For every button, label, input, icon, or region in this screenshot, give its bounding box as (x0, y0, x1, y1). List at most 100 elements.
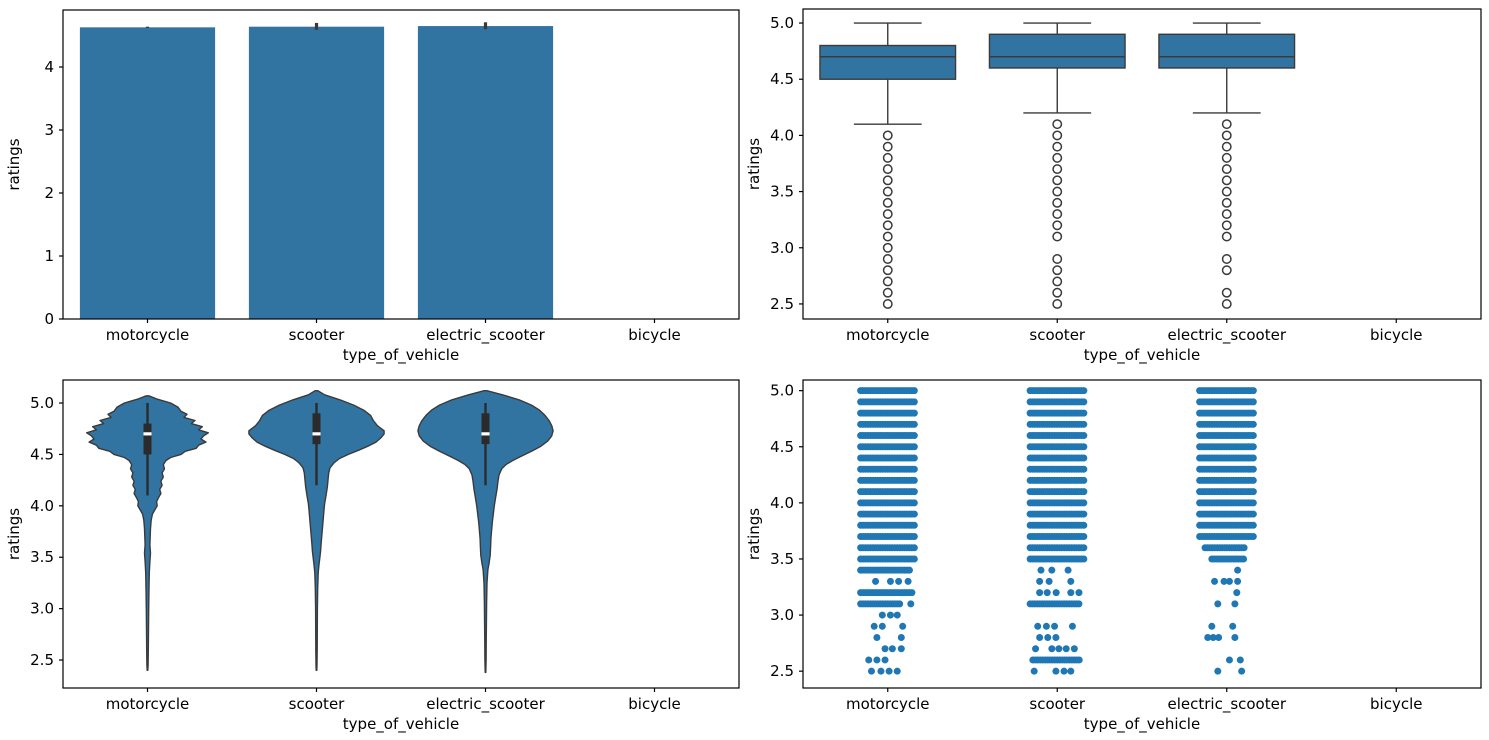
strip-dot (1037, 566, 1045, 574)
strip-dot (873, 634, 881, 642)
strip-dot (1231, 600, 1239, 608)
outlier-point (1221, 152, 1232, 163)
strip-band-dot (1080, 533, 1088, 541)
x-tick-label: bicycle (1370, 695, 1422, 713)
strip-band-dot (1080, 443, 1088, 451)
panel-violinplot: 2.5 3.0 3.5 4.0 4.5 5.0 motorcycle scooter elect… (5, 379, 740, 734)
strip-band-dot (910, 521, 918, 529)
strip-band-dot (910, 510, 918, 518)
outlier-point (882, 164, 893, 175)
outlier-point (1052, 298, 1063, 309)
strip-dot (1052, 634, 1060, 642)
y-tick-label: 5.0 (770, 382, 794, 400)
strip-dot (872, 577, 880, 585)
y-axis-label: ratings (5, 138, 23, 190)
strip-band-dot (908, 589, 916, 597)
strip-band-dot (1249, 420, 1257, 428)
strip-band-dot (1080, 499, 1088, 507)
y-tick-label: 0 (44, 310, 54, 328)
strip-dot (865, 656, 873, 664)
outlier-point (882, 209, 893, 220)
strip-band-dot (896, 600, 904, 608)
strip-band-dot (1080, 555, 1088, 563)
x-tick-label: motorcycle (106, 326, 189, 344)
y-tick-label: 2 (44, 184, 54, 202)
axes-frame (802, 8, 1482, 320)
strip-dot (1062, 645, 1070, 653)
panel-boxplot: 2.5 3.0 3.5 4.0 4.5 5.0 motorcycle scooter elect… (745, 8, 1482, 365)
strip-band-dot (1080, 544, 1088, 552)
strip-dot (1067, 589, 1075, 597)
strip-band-dot (910, 555, 918, 563)
outlier-point (1052, 231, 1063, 242)
y-tick-label: 4.5 (770, 438, 794, 456)
strip-band-dot (1249, 510, 1257, 518)
outlier-point (882, 141, 893, 152)
strip-dot (1075, 589, 1083, 597)
strip-band-dot (1075, 656, 1083, 664)
outlier-point (1052, 175, 1063, 186)
strip-band-dot (1249, 443, 1257, 451)
strip-dot (1048, 645, 1056, 653)
outlier-point (1052, 152, 1063, 163)
strip-dot (897, 634, 905, 642)
x-axis-label: type_of_vehicle (343, 346, 459, 365)
strip-dot (1064, 566, 1072, 574)
outlier-point (1052, 276, 1063, 287)
strip-band-dot (910, 499, 918, 507)
strip-dot (878, 611, 886, 619)
strip-dot (886, 577, 894, 585)
outlier-point (1221, 265, 1232, 276)
strip-dot (1209, 634, 1217, 642)
strip-dot (895, 577, 903, 585)
strip-band-dot (1249, 387, 1257, 395)
violin-median-marker (312, 432, 321, 436)
strip-dot (1043, 589, 1051, 597)
strip-dot (1214, 667, 1222, 675)
strip-dot (885, 667, 893, 675)
outlier-point (1221, 130, 1232, 141)
strip-band-dot (1249, 521, 1257, 529)
x-axis-label: type_of_vehicle (1084, 346, 1200, 365)
outlier-point (1221, 231, 1232, 242)
x-tick-label: electric_scooter (426, 695, 545, 714)
strip-band-dot (1080, 476, 1088, 484)
strip-dot (1036, 634, 1044, 642)
strip-band-dot (1080, 409, 1088, 417)
outlier-point (1052, 141, 1063, 152)
strip-band-dot (910, 465, 918, 473)
y-tick-label: 4 (44, 58, 54, 76)
outlier-point (882, 298, 893, 309)
outlier-point (1221, 186, 1232, 197)
strip-dot (1055, 645, 1063, 653)
strip-band-dot (1075, 600, 1083, 608)
outlier-point (882, 231, 893, 242)
y-tick-label: 5.0 (30, 394, 54, 412)
strip-band-dot (1249, 398, 1257, 406)
strip-band-dot (910, 533, 918, 541)
outlier-point (882, 152, 893, 163)
strip-band-dot (910, 454, 918, 462)
y-tick-label: 5.0 (770, 14, 794, 32)
y-axis-label: ratings (745, 138, 763, 190)
outlier-point (1221, 298, 1232, 309)
strip-dot (1234, 566, 1242, 574)
box-scooter (988, 33, 1126, 69)
strip-dot (886, 611, 894, 619)
strip-band-dot (1080, 510, 1088, 518)
strip-dot (1234, 577, 1242, 585)
strip-dot (1052, 589, 1060, 597)
outlier-point (1052, 220, 1063, 231)
outlier-point (1221, 175, 1232, 186)
panel-barplot: 0 1 2 3 4 motorcycle scooter electric_scooter bi… (5, 9, 740, 365)
outlier-point (882, 287, 893, 298)
x-tick-label: electric_scooter (426, 326, 545, 345)
strip-dot (873, 656, 881, 664)
outlier-point (882, 175, 893, 186)
strip-band-dot (905, 566, 913, 574)
strip-dot (1233, 589, 1241, 597)
strip-dot (1036, 577, 1044, 585)
strip-dot (1044, 634, 1052, 642)
strip-dot (1067, 667, 1075, 675)
y-tick-label: 2.5 (770, 662, 794, 680)
